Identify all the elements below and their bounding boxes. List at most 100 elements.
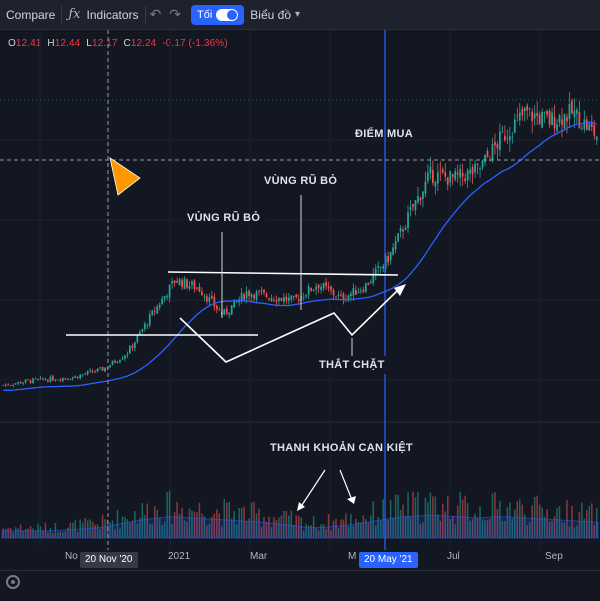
candle-body [124,355,126,359]
redo-icon[interactable]: ↷ [169,6,182,22]
volume-bar [218,513,221,538]
indicators-button[interactable]: ƒx Indicators [62,0,144,30]
candle-body [201,291,203,296]
candle-body [285,296,288,301]
candle-body [181,280,183,287]
candle-body [362,289,365,292]
volume-bar [96,524,99,538]
chevron-down-icon: ▾ [295,9,301,20]
candle-body [27,379,29,381]
volume-bar [270,527,273,538]
chart-menu-button[interactable]: Biểu đồ ▾ [244,0,306,30]
candle-body [171,281,173,284]
theme-toggle[interactable]: Tối [191,4,245,25]
candle-body [307,286,310,295]
volume-arrow-right-head [347,496,356,504]
volume-bar [563,522,566,538]
volume-bar [417,491,419,538]
candle-body [536,112,539,116]
candle-body [131,345,134,348]
volume-bar [149,523,151,538]
volume-bar [186,521,188,538]
undo-icon[interactable]: ↶ [149,6,162,22]
candle-body [54,380,57,382]
volume-bar [322,524,325,538]
price-chart[interactable] [0,30,600,570]
candle-body [240,292,243,301]
volume-bar [422,522,424,538]
candle-body [153,311,156,313]
candle-body [576,109,578,114]
candle-body [265,293,268,297]
candle-body [387,255,390,263]
volume-bar [476,517,479,538]
candle-body [213,296,216,307]
theme-toggle-label: Tối [197,8,213,21]
candle-body [486,150,489,157]
candle-body [407,212,409,228]
volume-bar [533,496,536,538]
candle-body [397,233,399,242]
candle-body [302,297,305,299]
candle-body [198,286,201,292]
candle-body [275,299,278,302]
vcp-arrow-head [394,284,406,296]
candle-body [441,169,444,173]
volume-bar [335,518,337,538]
candle-body [66,379,69,380]
open-key: O [8,38,16,49]
chart-grid [0,30,600,550]
candle-body [590,122,593,127]
volume-bar [434,496,437,538]
x-axis-label: Mar [250,551,268,562]
volume-bar [76,532,79,538]
candle-body [2,385,5,386]
volume-bar [17,528,19,538]
candle-body [414,200,417,211]
candle-body [417,195,419,203]
candle-body [188,285,191,289]
volume-bar [173,512,176,538]
candle-body [89,370,92,372]
volume-arrow-left [299,469,326,509]
gear-icon[interactable] [6,575,20,589]
volume-bar [521,504,524,538]
candle-body [504,135,506,141]
volume-bar [233,511,235,538]
candle-body [104,367,106,372]
candle-body [352,288,355,296]
volume-bar [593,525,596,538]
volume-bar [561,522,563,538]
volume-bar [504,521,506,538]
candle-body [516,115,519,117]
volume-bar [47,532,49,538]
volume-bar [578,511,581,538]
candle-body [364,283,367,292]
volume-bar [275,519,278,538]
candle-body [573,110,576,118]
open-value: 12.41 [15,38,42,49]
volume-bar [581,502,583,538]
volume-arrow-right [339,469,353,501]
volume-bar [315,528,317,538]
candle-body [449,171,452,183]
volume-bar [419,523,422,538]
candle-body [367,283,370,286]
volume-bar [64,531,67,538]
volume-bar [111,520,114,538]
candle-body [429,166,432,174]
candle-body [129,346,131,354]
compare-button[interactable]: Compare [0,0,61,30]
volume-bar [216,509,218,538]
volume-bar [379,520,382,538]
volume-bar [235,524,238,538]
candle-body [384,255,387,269]
volume-bar [407,492,409,538]
candle-body [580,128,583,130]
volume-bar [39,526,42,538]
volume-bar [377,516,379,538]
volume-bar [191,510,193,538]
candle-body [325,282,327,287]
volume-bar [114,529,116,538]
volume-arrow-left-head [297,502,305,511]
